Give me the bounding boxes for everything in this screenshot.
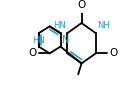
Text: O: O [109, 48, 117, 58]
Text: O: O [28, 48, 36, 58]
Text: N: N [62, 35, 70, 45]
Text: HN: HN [32, 36, 45, 45]
Text: O: O [77, 0, 86, 10]
Text: NH: NH [98, 21, 110, 30]
Text: HN: HN [53, 21, 66, 30]
